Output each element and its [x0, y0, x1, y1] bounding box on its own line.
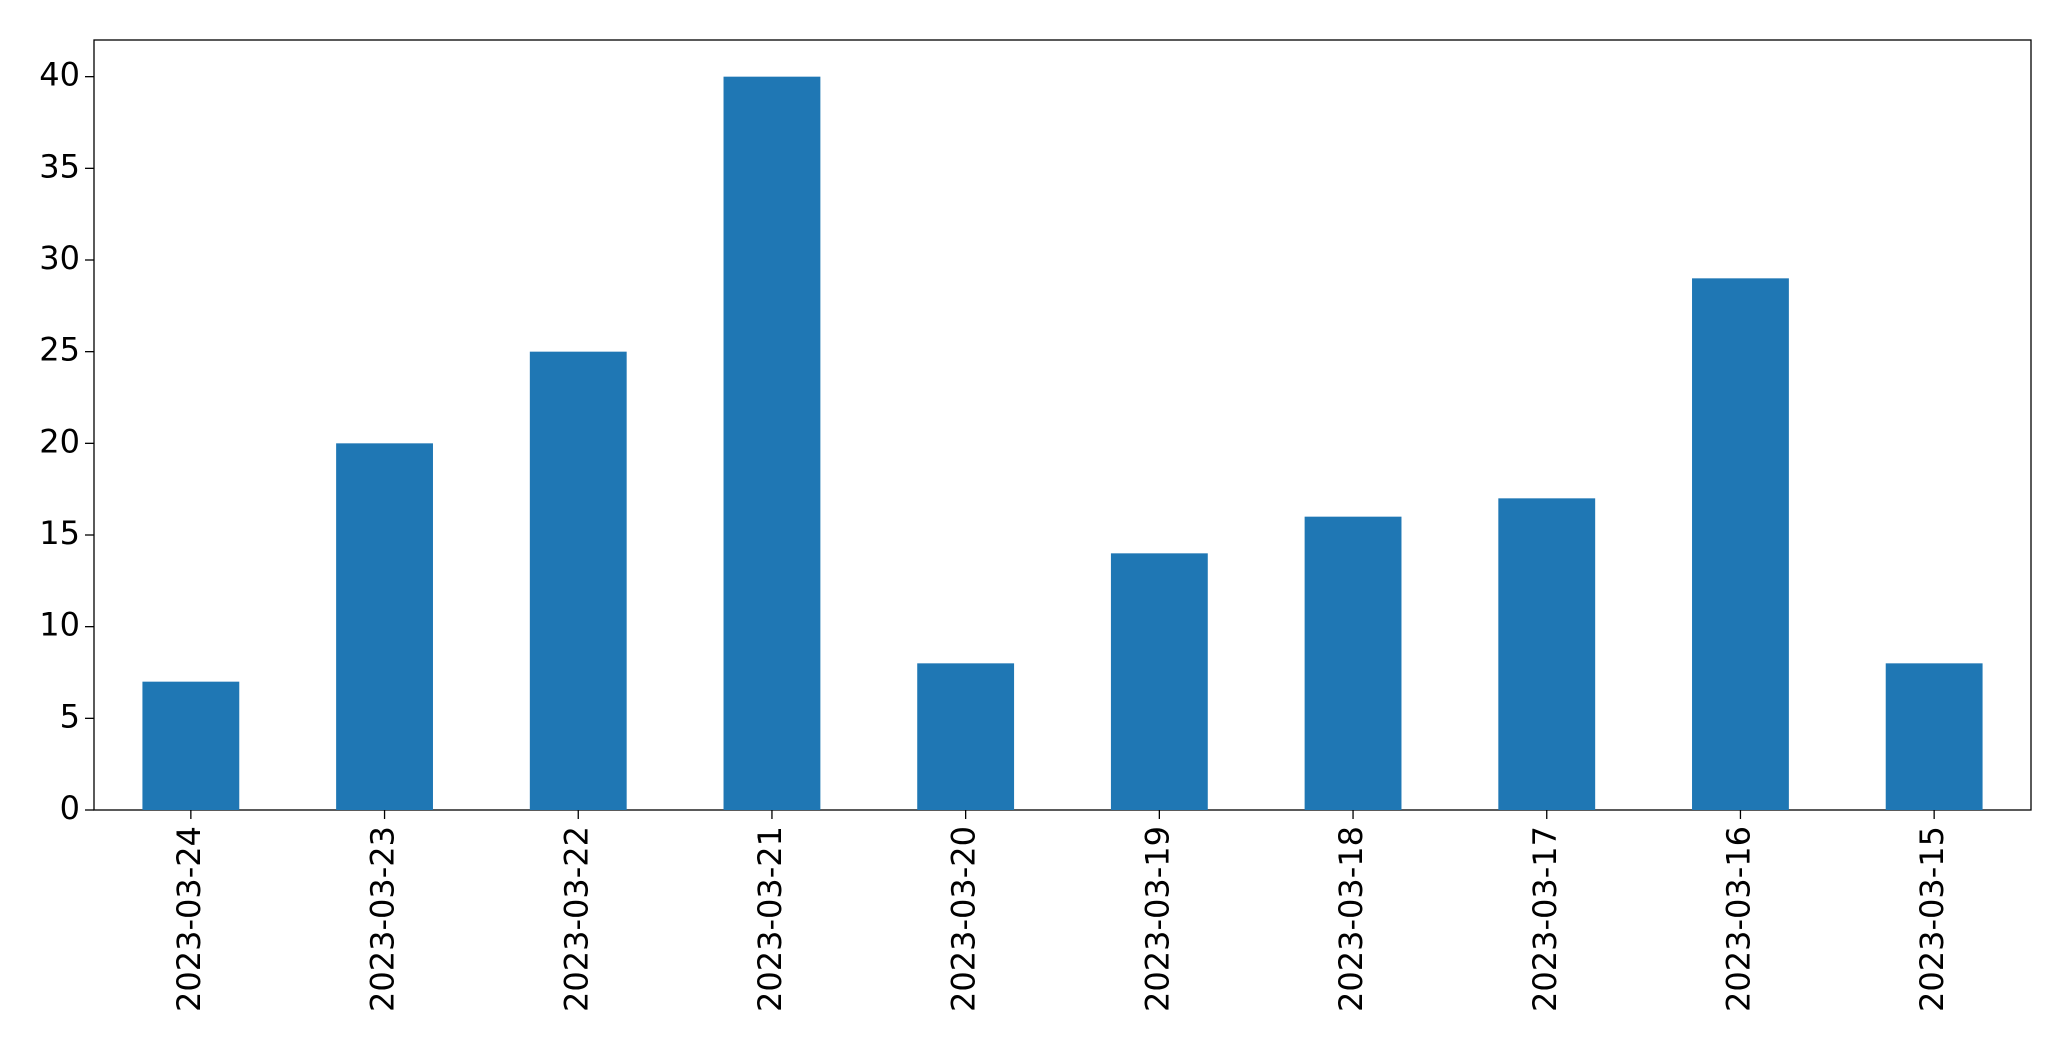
y-tick-label: 15	[39, 514, 80, 552]
y-tick-label: 0	[60, 789, 80, 827]
y-tick-label: 35	[39, 147, 80, 185]
bar	[1885, 663, 1983, 810]
y-tick-label: 10	[39, 606, 80, 644]
x-tick-label: 2023-03-19	[1138, 826, 1176, 1012]
x-tick-label: 2023-03-24	[170, 826, 208, 1012]
y-tick-label: 30	[39, 239, 80, 277]
y-tick-label: 20	[39, 422, 80, 460]
bar	[1692, 278, 1789, 810]
x-tick-label: 2023-03-21	[751, 826, 789, 1012]
bar	[529, 351, 627, 810]
x-tick-label: 2023-03-15	[1913, 826, 1951, 1012]
bar	[142, 681, 240, 810]
bar	[723, 76, 821, 810]
x-tick-label: 2023-03-22	[557, 826, 595, 1012]
y-tick-label: 25	[39, 331, 80, 369]
y-tick-label: 40	[39, 56, 80, 94]
bar	[1110, 553, 1208, 810]
x-tick-label: 2023-03-17	[1526, 826, 1564, 1012]
x-tick-label: 2023-03-18	[1332, 826, 1370, 1012]
plot-frame	[93, 39, 2032, 811]
x-tick-label: 2023-03-20	[945, 826, 983, 1012]
y-tick-label: 5	[60, 697, 80, 735]
bar	[917, 663, 1015, 810]
bar	[1304, 516, 1402, 810]
x-tick-label: 2023-03-16	[1719, 826, 1757, 1012]
bar	[336, 443, 433, 810]
bar	[1498, 498, 1596, 810]
x-tick-label: 2023-03-23	[364, 826, 402, 1012]
